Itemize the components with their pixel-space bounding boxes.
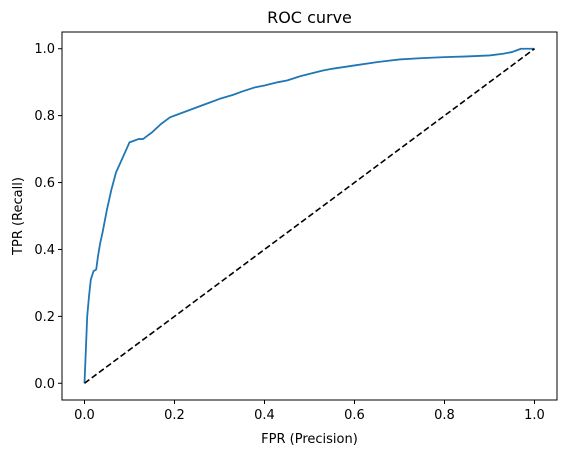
x-tick-label: 0.4 xyxy=(254,408,275,423)
chart-title: ROC curve xyxy=(267,8,352,27)
series-layer xyxy=(83,47,535,384)
x-tick-label: 0.6 xyxy=(344,408,365,423)
y-axis-ticks: 0.0 0.2 0.4 0.6 0.8 1.0 xyxy=(34,42,62,392)
y-tick-label: 1.0 xyxy=(34,42,55,57)
x-tick-label: 0.2 xyxy=(164,408,185,423)
y-tick-label: 0.8 xyxy=(34,109,55,124)
roc-curve-line xyxy=(83,47,535,384)
y-tick-label: 0.4 xyxy=(34,243,55,258)
y-tick-label: 0.2 xyxy=(34,310,55,325)
x-tick-label: 1.0 xyxy=(524,408,545,423)
y-tick-label: 0.0 xyxy=(34,377,55,392)
chance-diagonal-line xyxy=(84,48,535,384)
x-tick-label: 0.0 xyxy=(74,408,95,423)
x-tick-label: 0.8 xyxy=(434,408,455,423)
y-tick-label: 0.6 xyxy=(34,176,55,191)
y-axis-label: TPR (Recall) xyxy=(11,177,26,256)
x-axis-label: FPR (Precision) xyxy=(261,432,358,447)
x-axis-ticks: 0.0 0.2 0.4 0.6 0.8 1.0 xyxy=(74,400,545,423)
